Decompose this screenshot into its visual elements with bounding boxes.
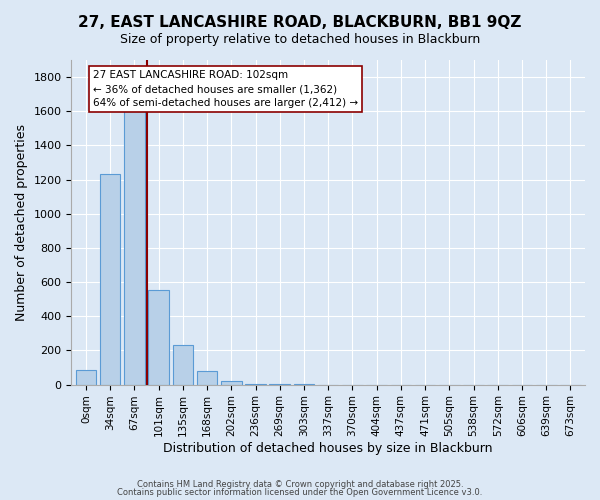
- Y-axis label: Number of detached properties: Number of detached properties: [15, 124, 28, 321]
- Bar: [221, 381, 242, 384]
- Text: Contains HM Land Registry data © Crown copyright and database right 2025.: Contains HM Land Registry data © Crown c…: [137, 480, 463, 489]
- Bar: [148, 290, 169, 384]
- Text: 27, EAST LANCASHIRE ROAD, BLACKBURN, BB1 9QZ: 27, EAST LANCASHIRE ROAD, BLACKBURN, BB1…: [79, 15, 521, 30]
- Bar: [173, 346, 193, 385]
- Bar: [124, 108, 145, 384]
- X-axis label: Distribution of detached houses by size in Blackburn: Distribution of detached houses by size …: [163, 442, 493, 455]
- Text: Contains public sector information licensed under the Open Government Licence v3: Contains public sector information licen…: [118, 488, 482, 497]
- Text: 27 EAST LANCASHIRE ROAD: 102sqm
← 36% of detached houses are smaller (1,362)
64%: 27 EAST LANCASHIRE ROAD: 102sqm ← 36% of…: [93, 70, 358, 108]
- Bar: [100, 174, 121, 384]
- Text: Size of property relative to detached houses in Blackburn: Size of property relative to detached ho…: [120, 32, 480, 46]
- Bar: [76, 370, 96, 384]
- Bar: [197, 371, 217, 384]
